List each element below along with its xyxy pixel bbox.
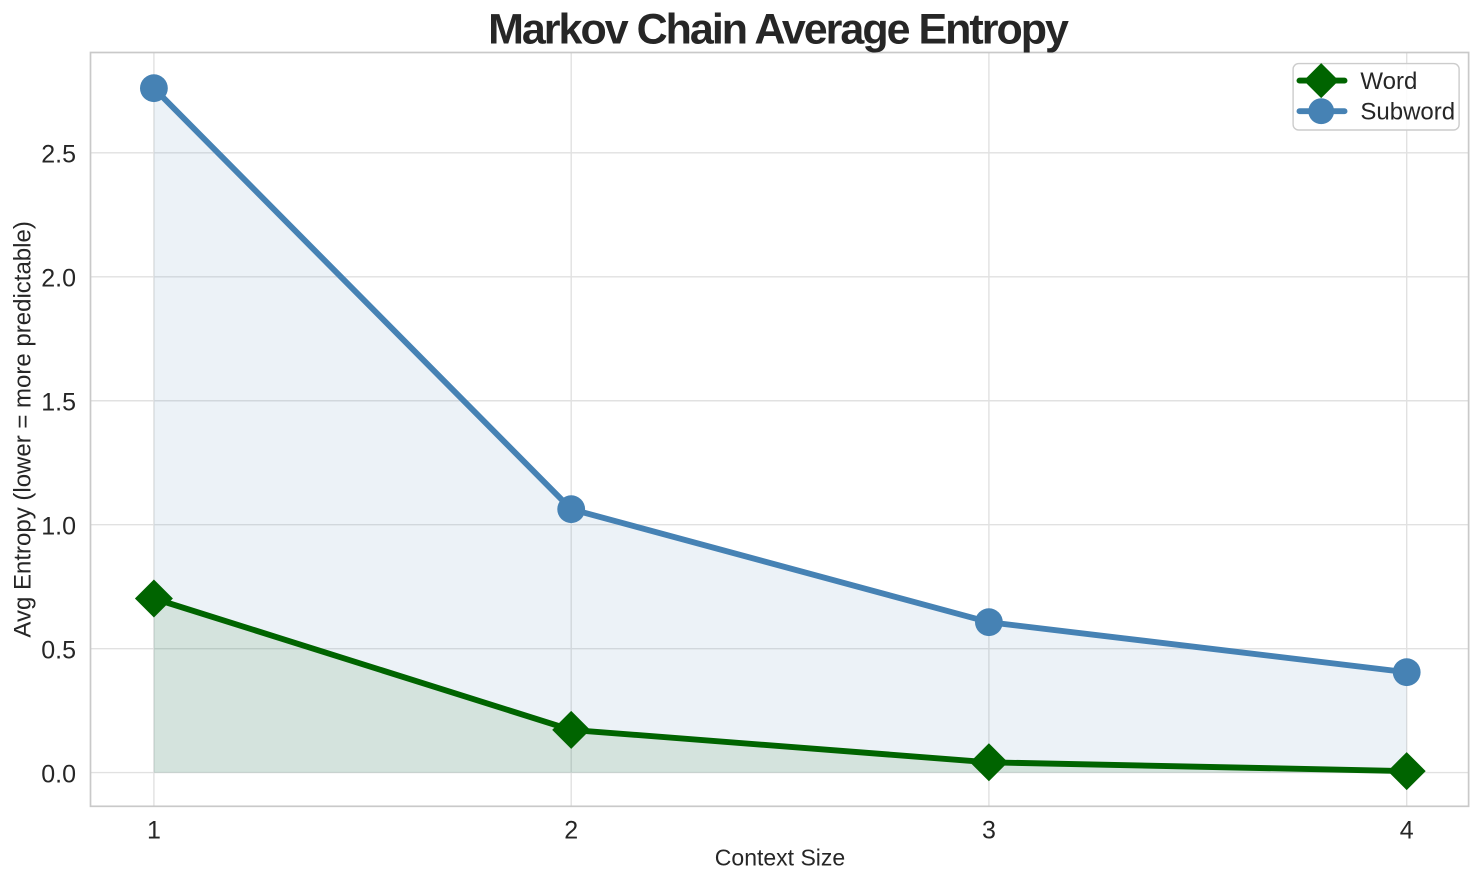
svg-text:1.5: 1.5 — [41, 389, 76, 417]
svg-text:4: 4 — [1400, 817, 1414, 845]
svg-text:2: 2 — [564, 817, 578, 845]
svg-text:Subword: Subword — [1360, 98, 1455, 125]
svg-text:Context Size: Context Size — [715, 845, 845, 871]
svg-text:Avg Entropy (lower = more pred: Avg Entropy (lower = more predictable) — [10, 221, 37, 637]
svg-text:1: 1 — [147, 817, 161, 845]
svg-text:0.0: 0.0 — [41, 760, 76, 788]
svg-text:Word: Word — [1360, 68, 1417, 95]
svg-text:2.5: 2.5 — [41, 141, 76, 169]
svg-text:0.5: 0.5 — [41, 636, 76, 664]
svg-text:2.0: 2.0 — [41, 265, 76, 293]
svg-text:1.0: 1.0 — [41, 513, 76, 541]
svg-text:3: 3 — [982, 817, 996, 845]
svg-text:Markov Chain Average Entropy: Markov Chain Average Entropy — [488, 6, 1069, 54]
